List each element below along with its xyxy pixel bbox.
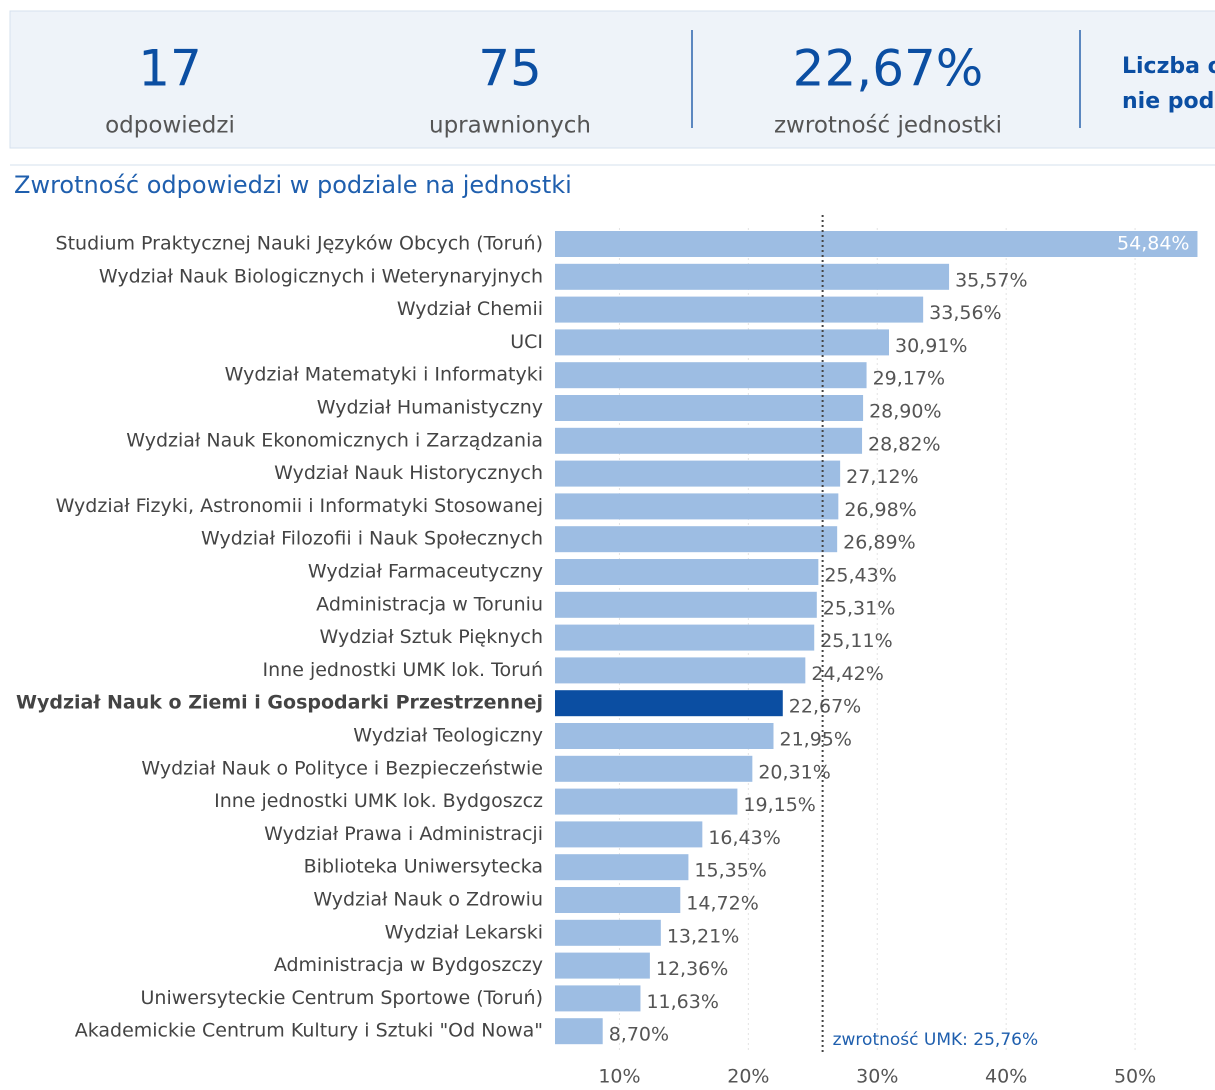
category-label: Administracja w Bydgoszczy [274,954,543,976]
value-label: 22,67% [789,696,861,718]
value-label: 16,43% [708,827,780,849]
value-label: 13,21% [667,925,739,947]
bar [555,427,863,454]
category-label: Wydział Prawa i Administracji [264,823,543,845]
category-label: Wydział Teologiczny [353,725,543,747]
chart-title: Zwrotność odpowiedzi w podziale na jedno… [14,171,572,199]
value-label: 20,31% [758,761,830,783]
bar [555,723,774,749]
value-label: 14,72% [686,893,758,915]
category-label: Wydział Filozofii i Nauk Społecznych [201,528,543,550]
value-label: 24,42% [811,663,883,685]
bar [555,887,681,913]
bar [555,362,867,389]
value-label: 8,70% [609,1024,669,1046]
category-label: Wydział Nauk o Ziemi i Gospodarki Przest… [16,692,543,714]
kpi-cut-text: nie pod [1122,89,1214,114]
kpi-cut-text: Liczba o [1122,54,1215,79]
category-label: Biblioteka Uniwersytecka [304,856,543,878]
category-label: Akademickie Centrum Kultury i Sztuki "Od… [75,1020,543,1042]
category-label: Wydział Chemii [397,298,543,320]
bar [555,526,838,553]
kpi-label: zwrotność jednostki [774,113,1002,139]
category-label: Inne jednostki UMK lok. Bydgoszcz [214,790,543,812]
value-label: 28,90% [869,401,941,423]
kpi-value: 22,67% [793,40,984,98]
value-label: 33,56% [929,302,1001,324]
bar [555,854,689,881]
value-label: 19,15% [743,794,815,816]
category-label: Wydział Nauk Ekonomicznych i Zarządzania [126,429,543,451]
category-label: UCI [510,331,543,353]
value-label: 11,63% [646,991,718,1013]
value-label: 15,35% [694,860,766,882]
category-label: Administracja w Toruniu [316,593,543,615]
kpi-panel [9,10,1215,149]
value-label: 25,31% [823,597,895,619]
category-label: Wydział Nauk o Polityce i Bezpieczeństwi… [141,757,543,779]
kpi-value: 17 [138,40,202,98]
value-label: 21,95% [779,729,851,751]
category-label: Wydział Humanistyczny [317,397,543,419]
bar [555,755,753,782]
bar [555,952,650,979]
bar [555,591,817,618]
bar [555,788,738,815]
category-label: Wydział Matematyki i Informatyki [225,364,543,386]
category-label: Studium Praktycznej Nauki Języków Obcych… [56,233,543,255]
category-label: Inne jednostki UMK lok. Toruń [263,659,543,681]
category-label: Wydział Lekarski [385,921,543,943]
bar [555,919,661,946]
value-label: 28,82% [868,433,940,455]
category-label: Wydział Fizyki, Astronomii i Informatyki… [56,495,543,517]
kpi-label: uprawnionych [429,113,591,139]
x-tick-label: 10% [598,1066,640,1087]
x-tick-label: 30% [856,1066,898,1087]
kpi-label: odpowiedzi [105,113,235,139]
bar [555,296,924,323]
bar [555,263,950,290]
value-label: 30,91% [895,335,967,357]
category-label: Uniwersyteckie Centrum Sportowe (Toruń) [141,987,543,1009]
category-label: Wydział Nauk Biologicznych i Weterynaryj… [99,265,543,287]
bar [555,231,1198,257]
category-label: Wydział Nauk Historycznych [274,462,543,484]
bar [555,985,641,1012]
bar [555,821,703,848]
category-label: Wydział Sztuk Pięknych [320,626,543,648]
kpi-value: 75 [478,40,542,98]
value-label: 25,11% [820,630,892,652]
bar [555,657,806,684]
category-label: Wydział Nauk o Zdrowiu [313,889,543,911]
bar [555,460,841,487]
x-tick-label: 20% [727,1066,769,1087]
value-label: 54,84% [1117,233,1189,255]
value-label: 26,98% [844,499,916,521]
bar [555,624,815,651]
x-tick-label: 40% [985,1066,1027,1087]
bar [555,493,839,520]
category-label: Wydział Farmaceutyczny [308,561,543,583]
value-label: 25,43% [824,565,896,587]
value-label: 29,17% [873,368,945,390]
value-label: 27,12% [846,466,918,488]
value-label: 12,36% [656,958,728,980]
x-tick-label: 50% [1114,1066,1156,1087]
bar [555,395,864,421]
bar [555,1018,603,1045]
value-label: 35,57% [955,269,1027,291]
value-label: 26,89% [843,532,915,554]
bar [555,690,783,717]
bar [555,559,819,585]
reference-label: zwrotność UMK: 25,76% [833,1030,1039,1050]
bar [555,329,889,356]
